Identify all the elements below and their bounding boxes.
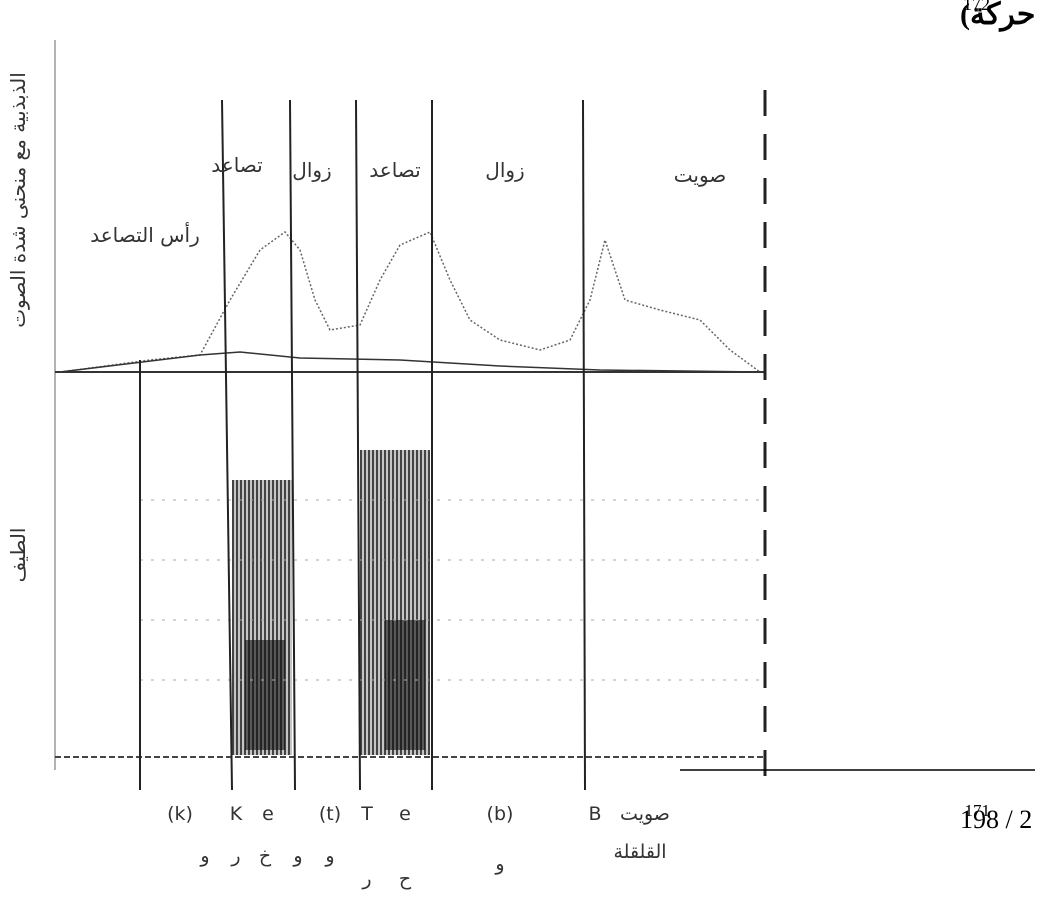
phoneme-label: B (588, 803, 601, 825)
letter: و (324, 845, 334, 867)
letter: ر (361, 868, 371, 890)
footnote-ref: 172 (963, 0, 990, 14)
top-label: تصاعد (369, 158, 420, 182)
phoneme-label: e (262, 803, 274, 825)
phoneme-label: صويت (620, 803, 670, 825)
side-label: الطيف (6, 528, 30, 583)
top-label: رأس التصاعد (90, 222, 200, 247)
letter: ر (230, 845, 240, 867)
letter: و (292, 845, 302, 867)
letter: خ (259, 845, 272, 867)
document: ذلك (في موضع (t) لا أثر لصوت حركة) 172 (0, 0, 1040, 901)
letter: و (199, 845, 209, 867)
side-label: الذبذبية مع منحنى شدة الصوت (6, 72, 30, 328)
top-label: زوال (485, 158, 524, 182)
top-label: زوال (292, 158, 331, 182)
phoneme-label: (t) (319, 803, 341, 825)
phoneme-label: (k) (167, 803, 193, 825)
spectrogram-figure: الذبذبية مع منحنى شدة الصوت الطيف تصاعد … (6, 40, 765, 890)
phoneme-label: e (399, 803, 411, 825)
phoneme-label: K (230, 803, 243, 825)
phoneme-label: (b) (487, 803, 514, 825)
top-label: تصاعد (211, 153, 262, 177)
bottom-note: القلقلة (613, 841, 666, 863)
footnote-number: 171 (965, 801, 991, 820)
letter: ح (399, 868, 412, 890)
letter: و (494, 853, 504, 875)
phoneme-label: T (360, 803, 373, 825)
top-label: صويت (674, 163, 727, 187)
page: {"header": {"text": "ذلك (في موضع (t) لا… (0, 0, 1040, 901)
